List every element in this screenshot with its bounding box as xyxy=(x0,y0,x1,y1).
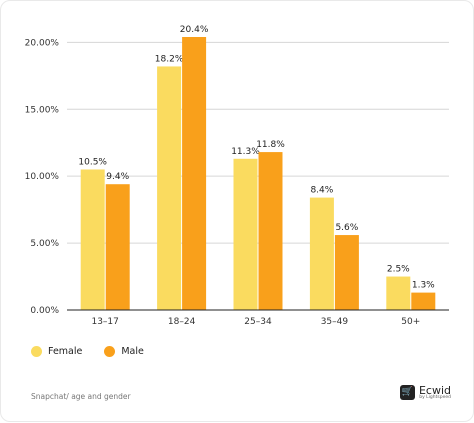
data-label-male: 20.4% xyxy=(180,25,209,35)
brand-name: Ecwid xyxy=(418,384,451,397)
x-tick-label: 13–17 xyxy=(91,317,118,327)
data-label-male: 9.4% xyxy=(106,172,129,182)
bar-female xyxy=(233,158,258,310)
data-label-female: 11.3% xyxy=(231,147,260,157)
gridlines xyxy=(67,41,449,244)
data-label-male: 5.6% xyxy=(335,223,358,233)
brand-subtitle: by Lightspeed xyxy=(419,395,451,400)
data-label-male: 1.3% xyxy=(412,281,435,291)
data-label-female: 10.5% xyxy=(78,157,107,167)
y-tick-label: 0.00% xyxy=(30,306,59,316)
bar-male xyxy=(182,37,207,310)
x-tick-label: 25–34 xyxy=(244,317,272,327)
bar-male xyxy=(105,184,130,310)
bar-male xyxy=(258,152,283,310)
data-label-male: 11.8% xyxy=(256,140,285,150)
legend-swatch-female xyxy=(31,346,42,357)
bar-chart: 0.00% 5.00% 10.00% 15.00% 20.00% 10.5% 9.4% 18… xyxy=(25,25,449,327)
x-tick-label: 18–24 xyxy=(168,317,196,327)
y-tick-label: 20.00% xyxy=(25,38,60,48)
data-label-female: 2.5% xyxy=(387,265,410,275)
x-tick-label: 35–49 xyxy=(321,317,349,327)
y-tick-label: 5.00% xyxy=(30,239,59,249)
bar-female xyxy=(386,276,411,310)
bar-female xyxy=(157,66,182,310)
data-label-female: 8.4% xyxy=(310,186,333,196)
bar-female xyxy=(309,197,334,310)
bar-female xyxy=(80,169,105,310)
x-tick-label: 50+ xyxy=(401,317,420,327)
bar-male xyxy=(411,292,436,310)
legend-item-female: Female xyxy=(31,346,82,357)
cart-icon: 🛒 xyxy=(399,385,415,401)
bars: 10.5% 9.4% 18.2% 20.4% 11.3%11.8% 8.4% 5.6% 2.5… xyxy=(78,25,436,310)
legend-label-female: Female xyxy=(48,346,83,357)
y-axis: 0.00% 5.00% 10.00% 15.00% 20.00% xyxy=(25,38,60,316)
source-note: Snapchat/ age and gender xyxy=(31,392,131,401)
y-tick-label: 10.00% xyxy=(25,172,60,182)
data-label-female: 18.2% xyxy=(155,54,184,64)
y-tick-label: 15.00% xyxy=(25,105,60,115)
x-axis: 13–17 18–24 25–34 35–49 50+ xyxy=(67,309,449,327)
legend-label-male: Male xyxy=(121,346,144,357)
legend-item-male: Male xyxy=(104,346,144,357)
bar-male xyxy=(334,235,359,310)
legend-swatch-male xyxy=(104,346,116,357)
brand-logo: 🛒 Ecwid by Lightspeed xyxy=(399,384,451,401)
legend: Female Male xyxy=(31,346,144,357)
